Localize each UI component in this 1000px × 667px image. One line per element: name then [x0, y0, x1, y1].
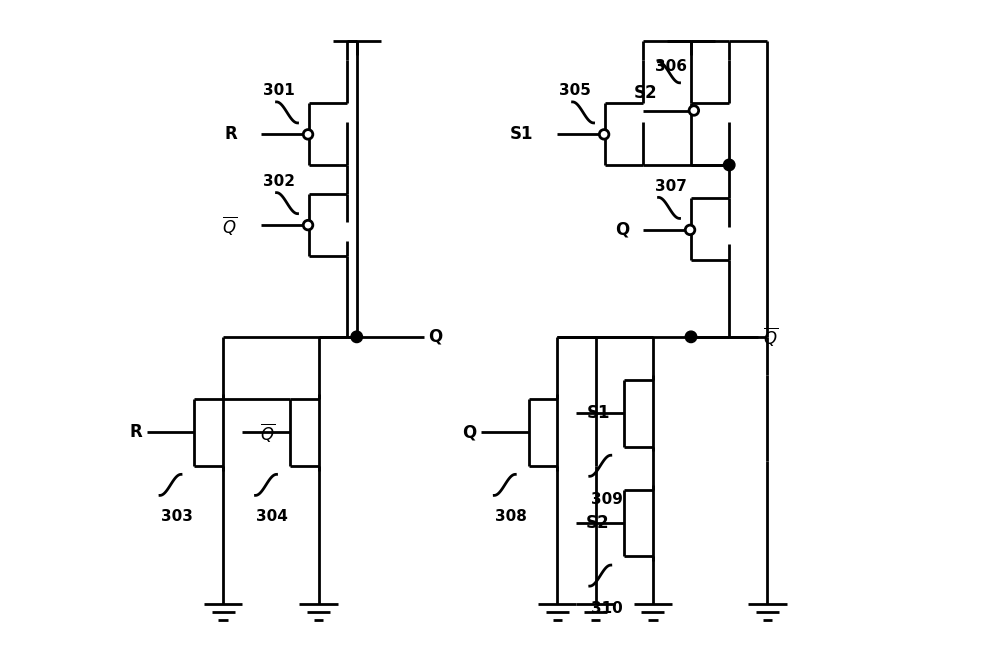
Text: S2: S2 — [586, 514, 610, 532]
Text: 306: 306 — [655, 59, 687, 74]
Circle shape — [689, 106, 699, 115]
Circle shape — [303, 220, 313, 230]
Circle shape — [599, 129, 609, 139]
Text: Q: Q — [428, 328, 443, 346]
Text: 303: 303 — [161, 509, 193, 524]
Circle shape — [685, 331, 697, 343]
Text: R: R — [129, 424, 142, 442]
Text: $\overline{Q}$: $\overline{Q}$ — [763, 325, 778, 348]
Text: 309: 309 — [591, 492, 623, 506]
Text: 301: 301 — [263, 83, 295, 98]
Text: S2: S2 — [634, 84, 658, 102]
Circle shape — [303, 129, 313, 139]
Text: Q: Q — [462, 424, 476, 442]
Text: 310: 310 — [591, 602, 622, 616]
Text: 307: 307 — [655, 179, 687, 193]
Circle shape — [723, 159, 735, 171]
Circle shape — [685, 225, 695, 235]
Text: Q: Q — [615, 221, 629, 239]
Text: 304: 304 — [256, 509, 288, 524]
Text: 305: 305 — [559, 83, 591, 98]
Text: R: R — [225, 125, 237, 143]
Text: $\overline{Q}$: $\overline{Q}$ — [260, 421, 276, 444]
Text: 302: 302 — [263, 174, 295, 189]
Circle shape — [351, 331, 362, 343]
Text: S1: S1 — [510, 125, 533, 143]
Text: 308: 308 — [495, 509, 527, 524]
Text: $\overline{Q}$: $\overline{Q}$ — [222, 213, 237, 237]
Text: S1: S1 — [586, 404, 610, 422]
